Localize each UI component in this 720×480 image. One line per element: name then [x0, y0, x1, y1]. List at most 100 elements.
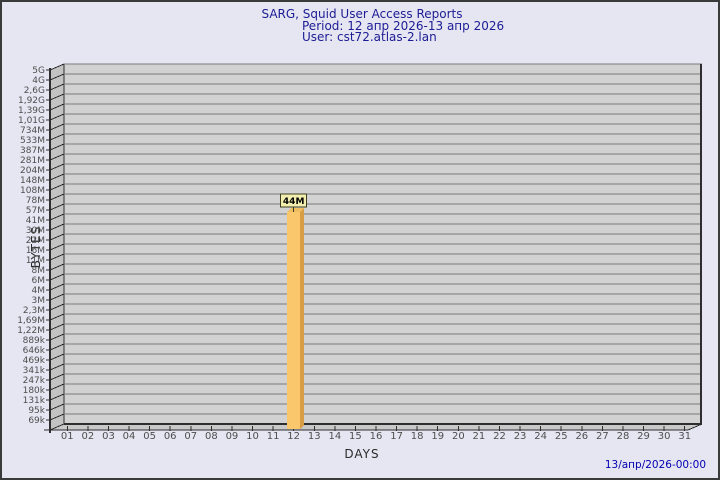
x-axis-tick-label: 25 [555, 431, 568, 442]
wall-gridline [49, 213, 65, 221]
x-axis-tick-label: 03 [102, 431, 115, 442]
y-axis-tick-label: 889k [23, 336, 46, 346]
wall-gridline [49, 223, 65, 231]
y-axis-tick-label: 2,6G [24, 86, 45, 96]
chart-user: User: cst72.atlas-2.lan [302, 30, 437, 44]
wall-gridline [49, 293, 65, 301]
bar-annotations: 44M [280, 193, 308, 212]
wall-gridline [49, 283, 65, 291]
x-axis-tick-label: 04 [123, 431, 136, 442]
y-axis-tick-label: 148M [20, 176, 45, 186]
y-axis-tick-label: 1,39G [18, 106, 45, 116]
annotation-value-label: 44M [283, 197, 305, 207]
wall-gridline [49, 203, 65, 211]
wall-gridline [49, 233, 65, 241]
x-axis-tick-label: 20 [452, 431, 465, 442]
y-axis-tick-label: 387M [20, 146, 45, 156]
x-axis-tick-label: 01 [61, 431, 74, 442]
x-axis-tick-label: 28 [617, 431, 630, 442]
wall-gridline [49, 243, 65, 251]
wall-gridline [49, 103, 65, 111]
annotation-box [280, 193, 308, 208]
x-axis-tick-label: 23 [514, 431, 527, 442]
y-axis-tick-label: 341k [23, 366, 46, 376]
y-axis-tick-label: 22M [26, 236, 45, 246]
wall-gridline [49, 273, 65, 281]
wall-gridline [49, 133, 65, 141]
wall-gridline [49, 343, 65, 351]
wall-gridline [49, 183, 65, 191]
y-axis-tick-label: 1,01G [18, 116, 45, 126]
wall-gridline [49, 373, 65, 381]
wall-gridline [49, 313, 65, 321]
y-axis-tick-label: 4G [32, 76, 45, 86]
y-axis-tick-label: 8M [32, 266, 46, 276]
wall-gridline [49, 403, 65, 411]
x-axis-tick-label: 30 [658, 431, 671, 442]
y-axis-tick-label: 11M [26, 256, 45, 266]
x-axis-tick-label: 17 [390, 431, 403, 442]
wall-gridline [49, 263, 65, 271]
y-axis-tick-label: 646k [23, 346, 46, 356]
y-axis-tick-label: 57M [26, 206, 45, 216]
chart-title: SARG, Squid User Access Reports [261, 7, 463, 21]
wall-gridline [49, 83, 65, 91]
x-axis-tick-label: 15 [349, 431, 362, 442]
x-axis-tick-label: 21 [473, 431, 486, 442]
report-timestamp: 13/апр/2026-00:00 [604, 459, 706, 471]
wall-gridline [49, 353, 65, 361]
x-axis-tick-label: 22 [493, 431, 506, 442]
y-axis-tick-label: 734M [20, 126, 45, 136]
gridlines [64, 63, 702, 415]
x-axis-tick-label: 19 [431, 431, 444, 442]
x-axis-tick-label: 05 [143, 431, 156, 442]
wall-gridline [49, 253, 65, 261]
wall-gridline [49, 143, 65, 151]
bar-side-face [300, 208, 305, 429]
x-axis-tick-label: 09 [226, 431, 239, 442]
y-axis-tick-label: 5G [32, 66, 45, 76]
chart-period: Period: 12 апр 2026-13 апр 2026 [302, 19, 505, 33]
wall-gridline [49, 153, 65, 161]
wall-gridline [49, 123, 65, 131]
y-axis-tick-label: 108M [20, 186, 45, 196]
x-axis-tick-label: 07 [184, 431, 197, 442]
y-tick-marks [46, 69, 50, 421]
y-axis-tick-label: 3M [32, 296, 46, 306]
wall-gridline [49, 113, 65, 121]
y-axis-tick-label: 180k [23, 386, 46, 396]
wall-gridline [49, 93, 65, 101]
y-axis-tick-label: 41M [26, 216, 45, 226]
x-axis-tick-label: 08 [205, 431, 218, 442]
wall-gridline [49, 73, 65, 81]
wall-gridline [49, 333, 65, 341]
y-axis-tick-label: 1,22M [17, 326, 45, 336]
y-axis-tick-label: 533M [20, 136, 45, 146]
x-axis-tick-label: 11 [267, 431, 280, 442]
x-axis-tick-label: 26 [575, 431, 588, 442]
y-axis-tick-label: 4M [32, 286, 46, 296]
wall-gridline [49, 193, 65, 201]
wall-gridline [49, 63, 65, 71]
x-axis-tick-label: 14 [328, 431, 341, 442]
y-axis-tick-label: 2,3M [23, 306, 45, 316]
x-axis-tick-label: 02 [82, 431, 95, 442]
y-axis-tick-label: 78M [26, 196, 45, 206]
y-axis-tick-label: 69k [28, 416, 45, 426]
x-axis-tick-label: 06 [164, 431, 177, 442]
wall-gridline [49, 163, 65, 171]
y-axis-tick-label: 1,92G [18, 96, 45, 106]
wall-gridline [49, 383, 65, 391]
bar-top-face [287, 208, 305, 212]
x-axis-tick-label: 13 [308, 431, 321, 442]
y-axis-tick-label: 1,69M [17, 316, 45, 326]
y-tick-labels: 5G4G2,6G1,92G1,39G1,01G734M533M387M281M2… [17, 66, 46, 426]
wall-gridline [49, 423, 65, 431]
wall-gridline [49, 363, 65, 371]
wall-gridline [49, 413, 65, 421]
y-axis-tick-label: 281M [20, 156, 45, 166]
y-axis-tick-label: 204M [20, 166, 45, 176]
wall-gridline [49, 393, 65, 401]
